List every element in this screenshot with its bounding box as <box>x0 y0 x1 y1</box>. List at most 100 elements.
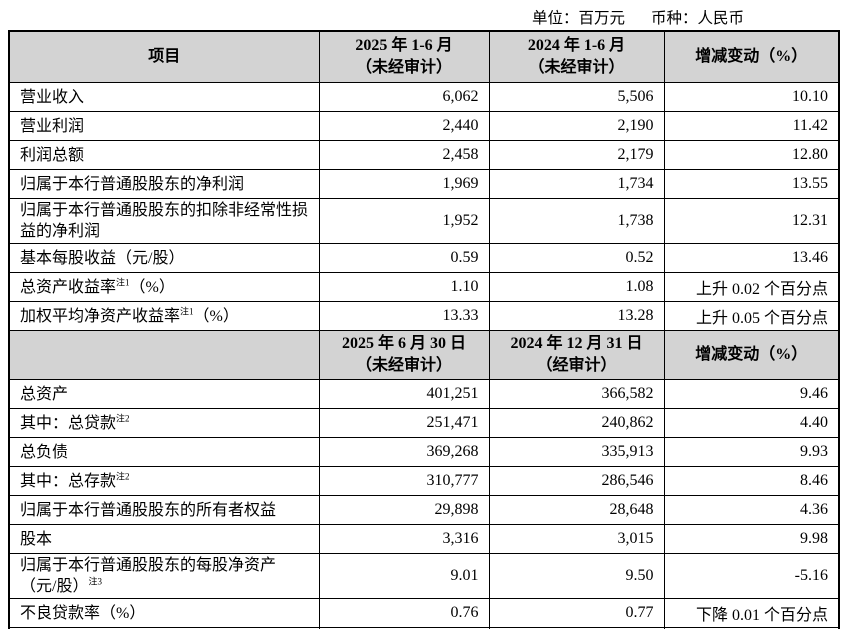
row-value-prior: 335,913 <box>488 437 665 467</box>
row-change: 13.55 <box>663 169 840 199</box>
row-value-prior: 28,648 <box>488 495 665 525</box>
header-2024-12-31: 2024 年 12 月 31 日 （经审计） <box>488 330 665 380</box>
row-value-current: 6,062 <box>318 82 490 112</box>
table-header-balance-date: 2025 年 6 月 30 日 （未经审计） 2024 年 12 月 31 日 … <box>8 330 840 380</box>
row-label: 其中：总贷款注2 <box>8 408 320 438</box>
row-change: 9.46 <box>663 379 840 409</box>
row-value-prior: 5,506 <box>488 82 665 112</box>
row-change: 下降 10.98 个百分点 <box>663 627 840 629</box>
row-value-prior: 1.08 <box>488 272 665 302</box>
row-value-current: 0.76 <box>318 598 490 628</box>
row-label: 加权平均净资产收益率注1（%） <box>8 301 320 331</box>
row-value-current: 251,471 <box>318 408 490 438</box>
row-change: 11.42 <box>663 111 840 141</box>
row-value-current: 13.33 <box>318 301 490 331</box>
row-change: 上升 0.02 个百分点 <box>663 272 840 302</box>
header-change-pct: 增减变动（%） <box>663 30 840 83</box>
row-label: 基本每股收益（元/股） <box>8 243 320 273</box>
row-value-current: 2,440 <box>318 111 490 141</box>
row-value-prior: 0.77 <box>488 598 665 628</box>
table-row: 归属于本行普通股股东的扣除非经常性损益的净利润 1,952 1,738 12.3… <box>8 198 840 244</box>
unit-annotation: 单位：百万元 币种：人民币 <box>532 6 744 28</box>
row-label: 其中：总存款注2 <box>8 466 320 496</box>
row-value-current: 1,969 <box>318 169 490 199</box>
row-label: 营业收入 <box>8 82 320 112</box>
row-value-prior: 3,015 <box>488 524 665 554</box>
table-row: 其中：总贷款注2 251,471 240,862 4.40 <box>8 408 840 438</box>
currency-label: 币种：人民币 <box>650 10 744 27</box>
table-row: 归属于本行普通股股东的净利润 1,969 1,734 13.55 <box>8 169 840 199</box>
table-row: 股本 3,316 3,015 9.98 <box>8 524 840 554</box>
footnote-sup: 注2 <box>116 471 130 482</box>
row-value-current: 29,898 <box>318 495 490 525</box>
row-change: 12.80 <box>663 140 840 170</box>
row-label: 归属于本行普通股股东的每股净资产（元/股）注3 <box>8 553 320 599</box>
row-change: 8.46 <box>663 466 840 496</box>
row-change: 9.93 <box>663 437 840 467</box>
row-value-current: 2,458 <box>318 140 490 170</box>
footnote-sup: 注2 <box>116 413 130 424</box>
row-value-prior: 9.50 <box>488 553 665 599</box>
header-2024-h1: 2024 年 1-6 月 （未经审计） <box>488 30 665 83</box>
header-2025-06-30: 2025 年 6 月 30 日 （未经审计） <box>318 330 490 380</box>
table-row: 总资产收益率注1（%） 1.10 1.08 上升 0.02 个百分点 <box>8 272 840 302</box>
row-label: 总负债 <box>8 437 320 467</box>
row-value-prior: 2,179 <box>488 140 665 170</box>
header-change-pct: 增减变动（%） <box>663 330 840 380</box>
footnote-sup: 注1 <box>180 306 194 317</box>
row-label: 归属于本行普通股股东的所有者权益 <box>8 495 320 525</box>
row-label: 不良贷款率（%） <box>8 598 320 628</box>
table-row: 归属于本行普通股股东的所有者权益 29,898 28,648 4.36 <box>8 495 840 525</box>
row-change: 12.31 <box>663 198 840 244</box>
row-change: -5.16 <box>663 553 840 599</box>
row-change: 4.40 <box>663 408 840 438</box>
row-value-prior: 1,734 <box>488 169 665 199</box>
row-value-current: 310,777 <box>318 466 490 496</box>
financial-summary-table: 项目 2025 年 1-6 月 （未经审计） 2024 年 1-6 月 （未经审… <box>8 30 840 629</box>
row-value-prior: 1,738 <box>488 198 665 244</box>
row-value-prior: 2,190 <box>488 111 665 141</box>
row-change: 9.98 <box>663 524 840 554</box>
row-value-prior: 0.52 <box>488 243 665 273</box>
row-value-current: 1.10 <box>318 272 490 302</box>
table-row: 归属于本行普通股股东的每股净资产（元/股）注3 9.01 9.50 -5.16 <box>8 553 840 599</box>
table-row: 利润总额 2,458 2,179 12.80 <box>8 140 840 170</box>
table-row: 拨备覆盖率（%） 489.53 500.51 下降 10.98 个百分点 <box>8 627 840 629</box>
table-row: 基本每股收益（元/股） 0.59 0.52 13.46 <box>8 243 840 273</box>
table-row: 总负债 369,268 335,913 9.93 <box>8 437 840 467</box>
row-value-current: 3,316 <box>318 524 490 554</box>
row-value-prior: 240,862 <box>488 408 665 438</box>
table-row: 总资产 401,251 366,582 9.46 <box>8 379 840 409</box>
row-value-prior: 286,546 <box>488 466 665 496</box>
header-item: 项目 <box>8 30 320 83</box>
table-row: 营业利润 2,440 2,190 11.42 <box>8 111 840 141</box>
table-row: 营业收入 6,062 5,506 10.10 <box>8 82 840 112</box>
row-label: 总资产收益率注1（%） <box>8 272 320 302</box>
row-value-prior: 13.28 <box>488 301 665 331</box>
row-label: 归属于本行普通股股东的扣除非经常性损益的净利润 <box>8 198 320 244</box>
row-change: 10.10 <box>663 82 840 112</box>
unit-label: 单位：百万元 <box>531 10 625 27</box>
row-change: 13.46 <box>663 243 840 273</box>
row-value-prior: 366,582 <box>488 379 665 409</box>
row-label: 归属于本行普通股股东的净利润 <box>8 169 320 199</box>
table-row: 不良贷款率（%） 0.76 0.77 下降 0.01 个百分点 <box>8 598 840 628</box>
header-item-empty <box>8 330 320 380</box>
table-row: 其中：总存款注2 310,777 286,546 8.46 <box>8 466 840 496</box>
row-value-current: 0.59 <box>318 243 490 273</box>
row-change: 4.36 <box>663 495 840 525</box>
row-value-current: 1,952 <box>318 198 490 244</box>
row-label: 总资产 <box>8 379 320 409</box>
table-header-period: 项目 2025 年 1-6 月 （未经审计） 2024 年 1-6 月 （未经审… <box>8 30 840 83</box>
header-2025-h1: 2025 年 1-6 月 （未经审计） <box>318 30 490 83</box>
row-value-current: 369,268 <box>318 437 490 467</box>
table-row: 加权平均净资产收益率注1（%） 13.33 13.28 上升 0.05 个百分点 <box>8 301 840 331</box>
row-value-current: 401,251 <box>318 379 490 409</box>
row-label: 营业利润 <box>8 111 320 141</box>
row-change: 下降 0.01 个百分点 <box>663 598 840 628</box>
footnote-sup: 注1 <box>116 277 130 288</box>
row-label: 股本 <box>8 524 320 554</box>
footnote-sup: 注3 <box>88 576 102 587</box>
row-value-current: 9.01 <box>318 553 490 599</box>
row-change: 上升 0.05 个百分点 <box>663 301 840 331</box>
